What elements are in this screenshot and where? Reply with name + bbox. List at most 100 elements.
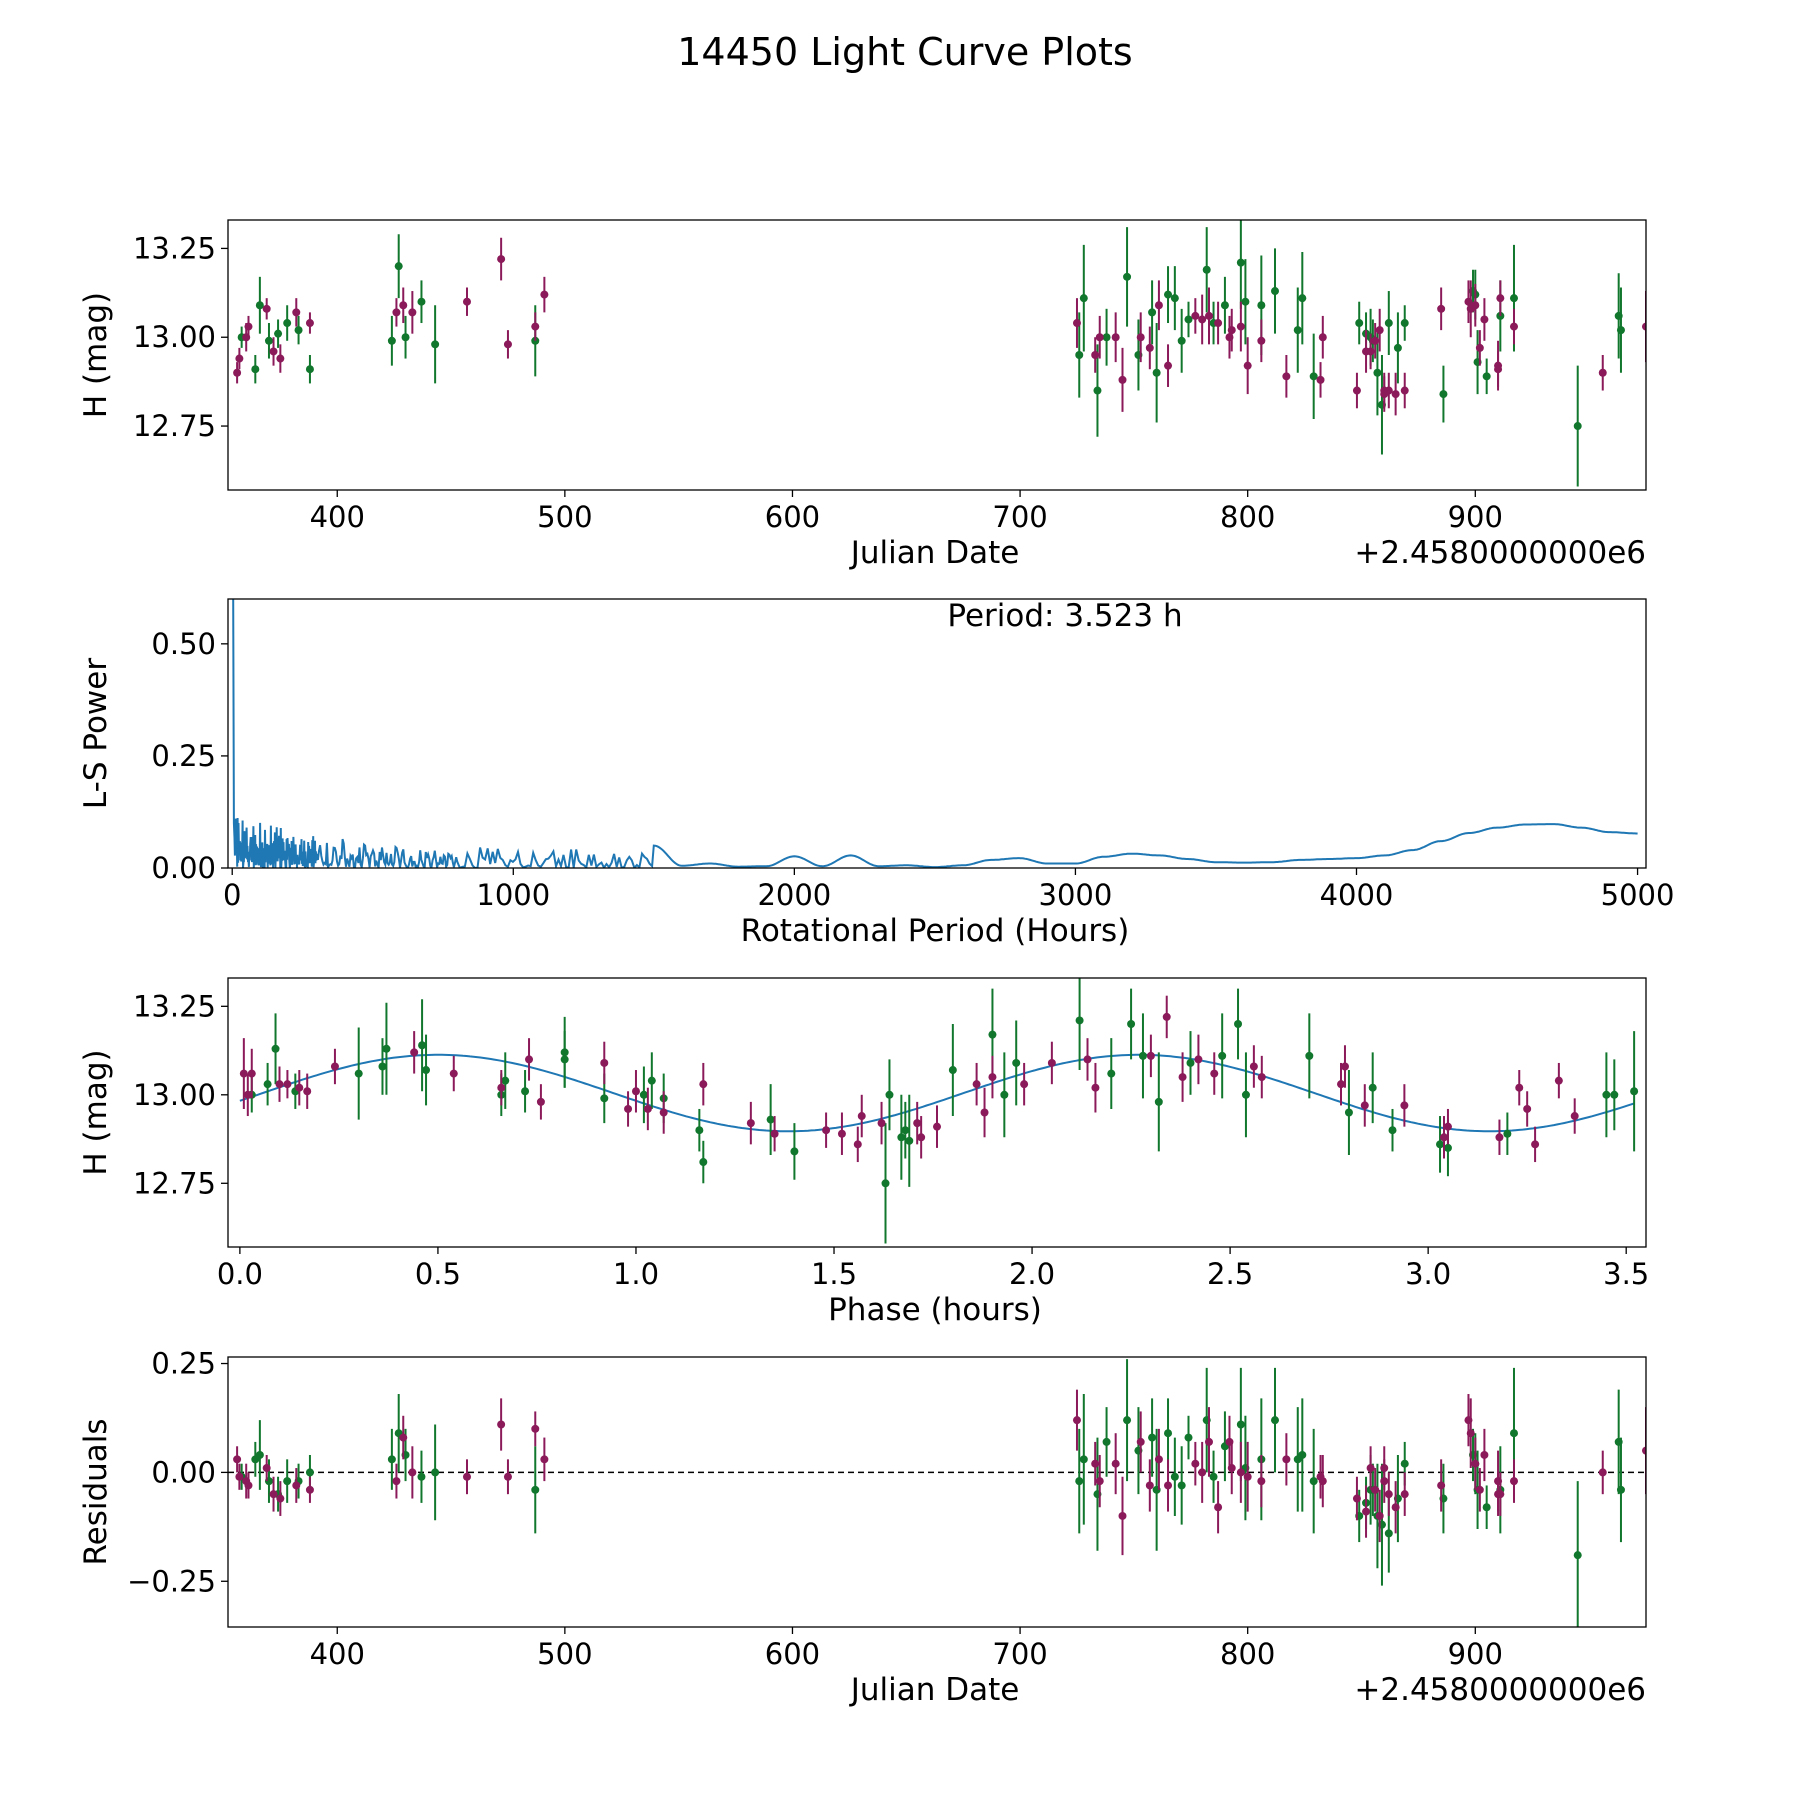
data-point bbox=[243, 1090, 252, 1099]
data-point bbox=[1509, 1429, 1518, 1438]
data-point bbox=[392, 1477, 401, 1486]
data-point bbox=[1293, 326, 1302, 335]
data-point bbox=[244, 1481, 253, 1490]
data-point bbox=[1318, 1477, 1327, 1486]
data-point bbox=[1091, 1083, 1100, 1092]
data-point bbox=[233, 1455, 242, 1464]
data-point bbox=[531, 1485, 540, 1494]
data-point bbox=[948, 1066, 957, 1075]
data-point bbox=[235, 1472, 244, 1481]
x-tick-label: 2.5 bbox=[1207, 1257, 1253, 1291]
data-point bbox=[1236, 1468, 1245, 1477]
x-tick-label: 600 bbox=[765, 500, 820, 534]
data-point bbox=[1439, 390, 1448, 399]
data-point bbox=[1344, 1108, 1353, 1117]
data-point bbox=[1079, 294, 1088, 303]
y-tick-label: 13.25 bbox=[133, 989, 216, 1023]
x-tick-label: 0.0 bbox=[217, 1257, 263, 1291]
data-point bbox=[1047, 1058, 1056, 1067]
data-point bbox=[1241, 297, 1250, 306]
data-point bbox=[1184, 1433, 1193, 1442]
x-tick-label: 1000 bbox=[476, 878, 550, 912]
data-point bbox=[881, 1179, 890, 1188]
data-point bbox=[1282, 372, 1291, 381]
data-point bbox=[540, 1455, 549, 1464]
data-point bbox=[624, 1104, 633, 1113]
data-point bbox=[1437, 304, 1446, 313]
data-point bbox=[525, 1055, 534, 1064]
series-green bbox=[247, 978, 1639, 1244]
data-point bbox=[255, 1450, 264, 1459]
data-point bbox=[1202, 265, 1211, 274]
data-point bbox=[264, 336, 273, 345]
data-point bbox=[837, 1129, 846, 1138]
data-point bbox=[1191, 311, 1200, 320]
data-point bbox=[1236, 258, 1245, 267]
data-point bbox=[1362, 1507, 1371, 1516]
data-point bbox=[1107, 1069, 1116, 1078]
data-point bbox=[1214, 319, 1223, 328]
data-point bbox=[271, 1044, 280, 1053]
data-point bbox=[276, 354, 285, 363]
data-point bbox=[699, 1158, 708, 1167]
data-point bbox=[1243, 361, 1252, 370]
data-point bbox=[283, 1477, 292, 1486]
data-point bbox=[770, 1129, 779, 1138]
data-point bbox=[980, 1108, 989, 1117]
data-point bbox=[1162, 1012, 1171, 1021]
x-tick-label: 900 bbox=[1448, 500, 1503, 534]
x-tick-label: 700 bbox=[992, 500, 1047, 534]
y-axis-label: H (mag) bbox=[78, 1049, 114, 1175]
data-point bbox=[1630, 1087, 1639, 1096]
data-point bbox=[239, 1069, 248, 1078]
data-point bbox=[354, 1069, 363, 1078]
data-point bbox=[1164, 290, 1173, 299]
data-point bbox=[497, 255, 506, 264]
data-point bbox=[1610, 1090, 1619, 1099]
x-tick-label: 500 bbox=[537, 1637, 592, 1671]
data-point bbox=[1380, 1464, 1389, 1473]
data-point bbox=[274, 329, 283, 338]
data-point bbox=[1496, 294, 1505, 303]
data-point bbox=[972, 1080, 981, 1089]
data-point bbox=[1249, 1062, 1258, 1071]
data-point bbox=[1400, 1490, 1409, 1499]
axes-frame bbox=[227, 1356, 1647, 1628]
series-maroon bbox=[233, 237, 1646, 416]
data-point bbox=[262, 1464, 271, 1473]
data-point bbox=[1400, 1101, 1409, 1110]
data-point bbox=[255, 301, 264, 310]
data-point bbox=[1227, 1464, 1236, 1473]
data-point bbox=[1309, 1477, 1318, 1486]
data-point bbox=[1214, 1503, 1223, 1512]
data-point bbox=[1257, 336, 1266, 345]
data-point bbox=[600, 1094, 609, 1103]
data-point bbox=[387, 1455, 396, 1464]
data-point bbox=[1257, 301, 1266, 310]
data-point bbox=[1145, 343, 1154, 352]
data-point bbox=[1480, 1450, 1489, 1459]
data-point bbox=[394, 262, 403, 271]
series-green bbox=[237, 220, 1625, 487]
data-point bbox=[1375, 326, 1384, 335]
data-point bbox=[1355, 319, 1364, 328]
data-point bbox=[1020, 1080, 1029, 1089]
data-point bbox=[305, 1468, 314, 1477]
x-tick-label: 3.0 bbox=[1405, 1257, 1451, 1291]
data-point bbox=[1400, 319, 1409, 328]
data-point bbox=[1270, 287, 1279, 296]
x-tick-label: 3000 bbox=[1039, 878, 1113, 912]
data-point bbox=[1503, 1129, 1512, 1138]
data-point bbox=[276, 1494, 285, 1503]
data-point bbox=[1257, 1073, 1266, 1082]
data-point bbox=[695, 1126, 704, 1135]
data-point bbox=[1194, 1055, 1203, 1064]
data-point bbox=[295, 1083, 304, 1092]
data-point bbox=[1257, 1477, 1266, 1486]
data-point bbox=[540, 290, 549, 299]
data-point bbox=[1475, 1485, 1484, 1494]
data-point bbox=[431, 340, 440, 349]
data-point bbox=[292, 1481, 301, 1490]
data-point bbox=[1209, 1472, 1218, 1481]
data-point bbox=[1123, 1416, 1132, 1425]
